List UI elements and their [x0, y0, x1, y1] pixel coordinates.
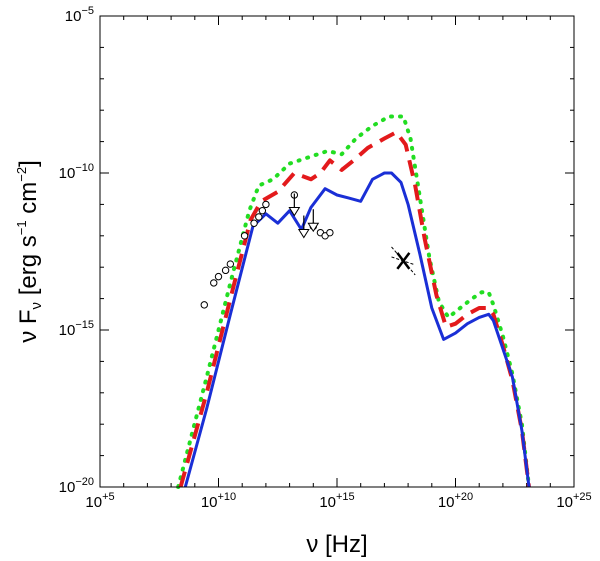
- upper-limit-marker: [297, 229, 310, 239]
- x-tick-label: 10+15: [319, 491, 354, 511]
- data-point: [226, 260, 235, 268]
- model-dotted: [176, 114, 531, 489]
- x-axis-title: ν [Hz]: [306, 531, 367, 558]
- model-curves: [176, 114, 531, 489]
- tick-marks: [99, 15, 575, 488]
- data-point: [326, 228, 334, 237]
- upper-limit-marker: [307, 222, 320, 233]
- y-tick-label: 10−20: [59, 476, 94, 496]
- y-tick-label: 10−15: [59, 319, 94, 339]
- data-point: [214, 272, 223, 281]
- x-tick-label: 10+10: [201, 491, 236, 511]
- data-point: [240, 232, 249, 240]
- y-axis-title: ν Fν [erg s−1 cm−2]: [14, 160, 45, 343]
- data-point: [210, 279, 218, 287]
- model-solid: [183, 171, 531, 488]
- data-point: [258, 206, 267, 215]
- data-point: [250, 219, 258, 227]
- model-dashed: [178, 130, 531, 488]
- xray-bound-upper: [391, 246, 416, 276]
- observations: [200, 191, 334, 309]
- x-tick-label: 10+25: [556, 491, 591, 511]
- y-tick-label: 10−10: [59, 162, 94, 182]
- data-point: [221, 266, 230, 275]
- plot-frame: [99, 15, 575, 488]
- xray-bowtie-b: [396, 252, 411, 270]
- data-point: [255, 213, 263, 221]
- data-point: [262, 200, 270, 209]
- x-tick-label: 10+20: [438, 491, 473, 511]
- y-tick-label: 10−5: [65, 5, 94, 25]
- xray-spectrum: [391, 246, 416, 276]
- x-tick-label: 10+5: [85, 491, 114, 511]
- data-point: [200, 301, 208, 309]
- tick-labels: 10+5 10+10 10+15 10+20 10+25 10−20 10−15 10−10 1…: [59, 5, 592, 511]
- upper-limit-marker: [288, 207, 301, 217]
